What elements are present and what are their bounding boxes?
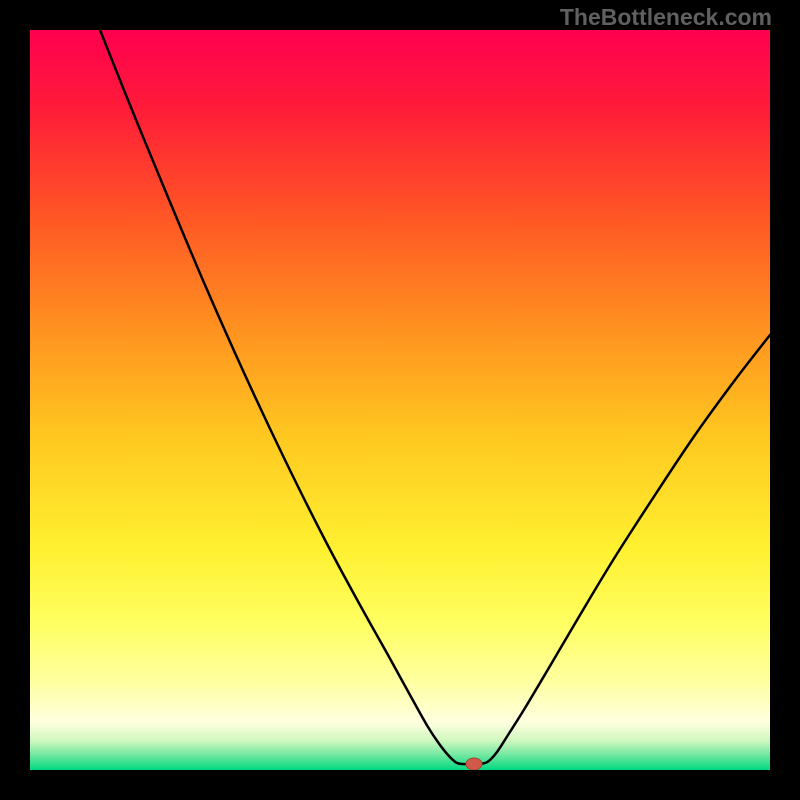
- chart-frame: TheBottleneck.com: [0, 0, 800, 800]
- plot-svg: [30, 30, 770, 770]
- watermark-text: TheBottleneck.com: [560, 4, 772, 31]
- plot-area: [30, 30, 770, 770]
- plot-background: [30, 30, 770, 770]
- minimum-marker: [466, 758, 482, 770]
